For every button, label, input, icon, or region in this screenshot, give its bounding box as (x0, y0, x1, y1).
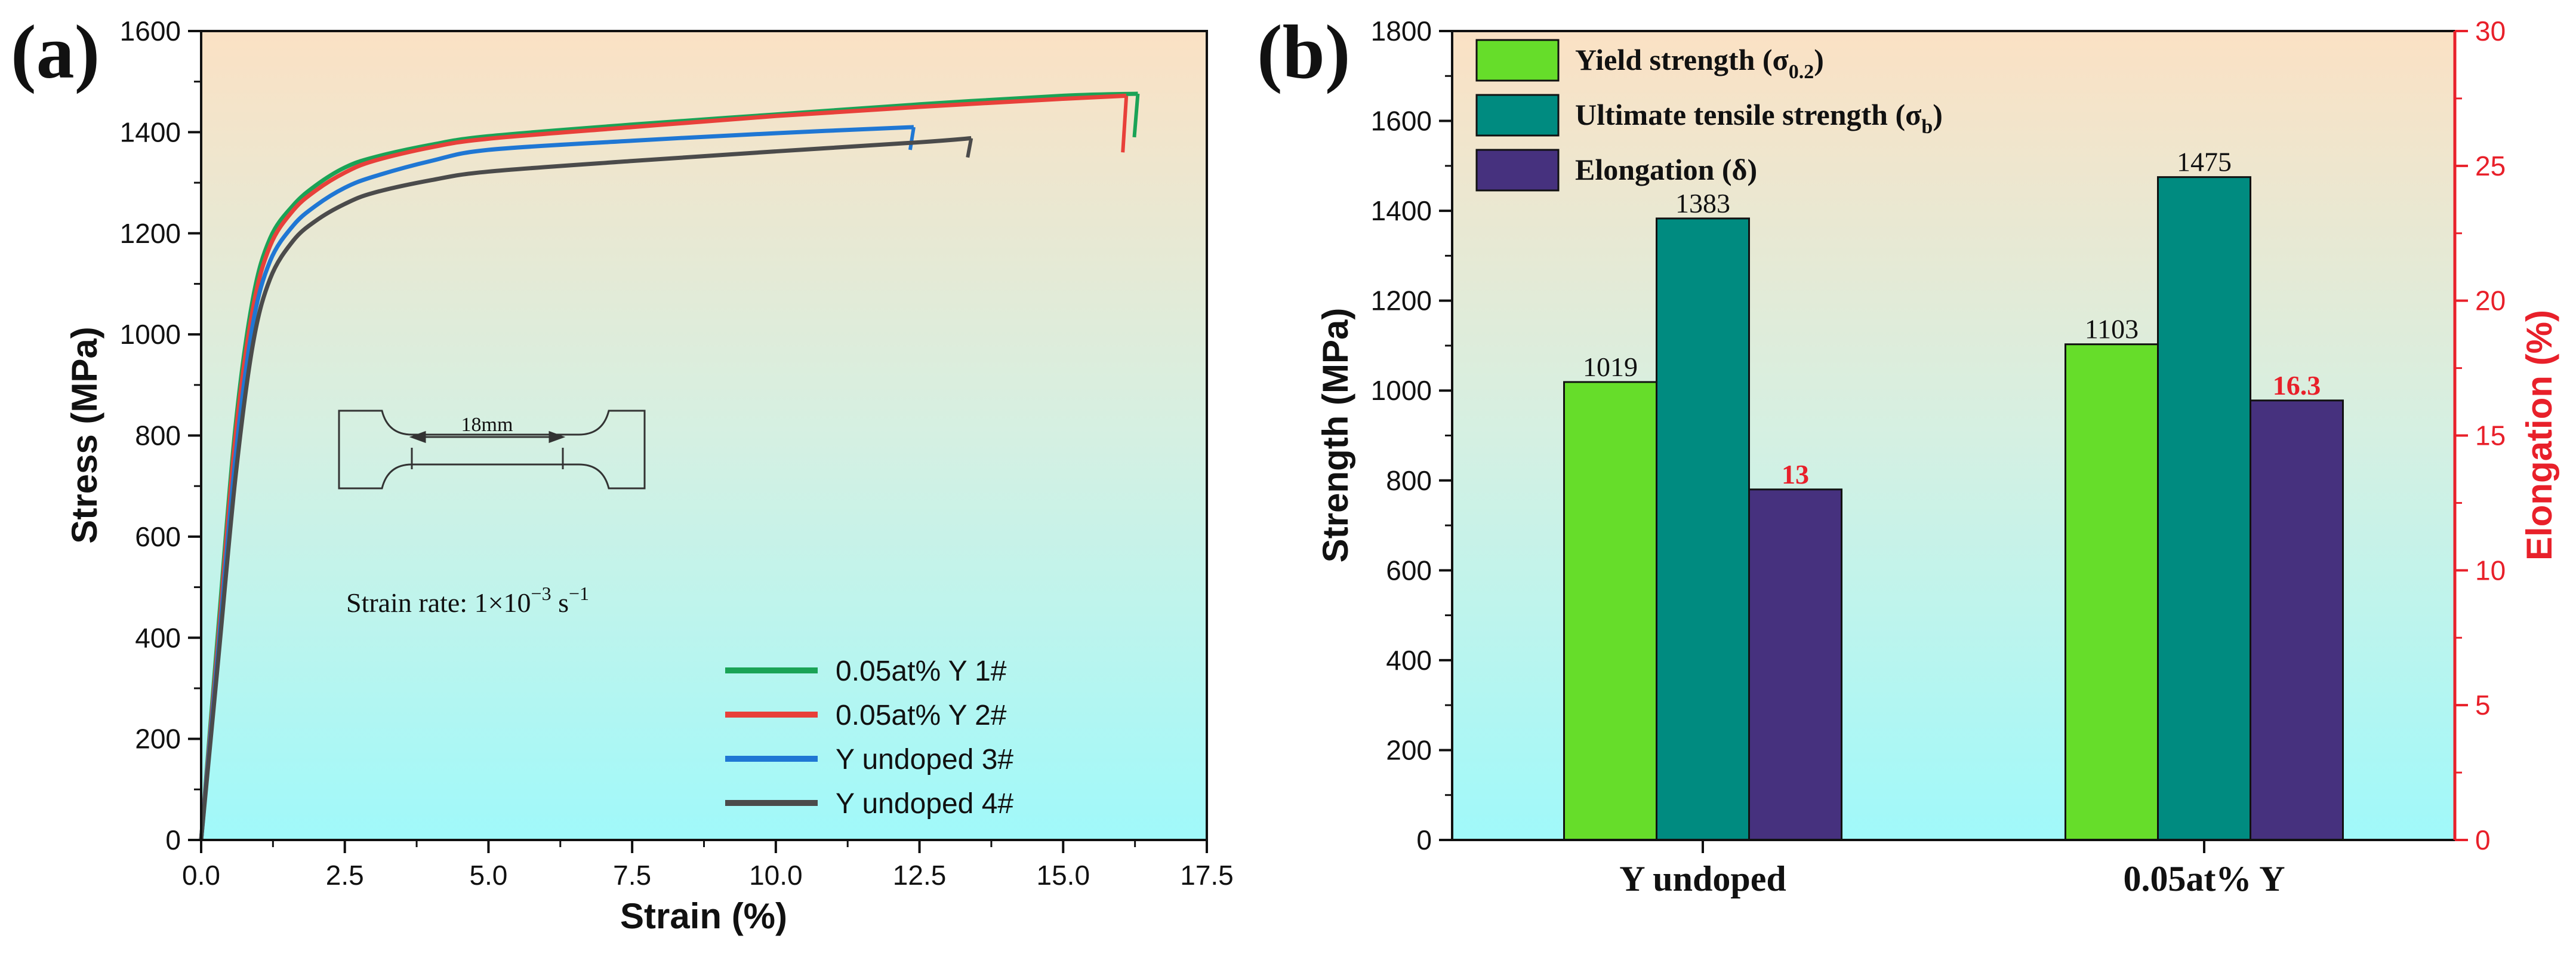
bar (1748, 488, 1842, 841)
y2-tick-label: 5 (2475, 690, 2491, 721)
bar-value-label: 1383 (1675, 188, 1730, 219)
y2-tick-label: 10 (2475, 555, 2506, 586)
legend-label: Yield strength (σ0.2) (1575, 43, 1824, 83)
legend-b: Yield strength (σ0.2) Ultimate tensile st… (1475, 39, 1943, 192)
x-tick-label: 15.0 (1037, 860, 1090, 891)
y-tick-label: 400 (1386, 645, 1432, 676)
y-tick-label: 200 (1386, 734, 1432, 765)
y-axis-title-a: Stress (MPa) (64, 327, 104, 543)
y-tick-label: 600 (135, 521, 181, 552)
category-label: Y undoped (1619, 859, 1786, 898)
y-tick-label: 1000 (1371, 375, 1432, 406)
y2-tick-label: 20 (2475, 285, 2506, 316)
gauge-length-label: 18mm (461, 414, 513, 436)
y-tick-label: 200 (135, 724, 181, 755)
x-tick-label: 10.0 (749, 860, 803, 891)
series-fracture-3 (908, 127, 916, 150)
series-line-4 (199, 136, 972, 841)
bar (2250, 399, 2344, 841)
series-fracture-1 (1132, 93, 1140, 138)
legend-swatch (1475, 94, 1560, 137)
stress-strain-chart: (a) 0.0 2.5 5.0 7.5 10.0 12.5 15.0 17.5 0 200 400 6… (11, 10, 1234, 936)
series-fracture-2 (1121, 96, 1129, 153)
series-fracture-4 (966, 137, 973, 158)
legend-label: Y undoped 4# (836, 788, 1013, 820)
y-tick-label: 1200 (120, 218, 181, 249)
legend-label: 0.05at% Y 2# (836, 700, 1007, 731)
y2-tick-label: 30 (2475, 16, 2506, 47)
category-label: 0.05at% Y (2123, 859, 2285, 898)
bar-value-label: 1103 (2085, 314, 2139, 344)
x-axis-title-a: Strain (%) (620, 896, 787, 936)
y-tick-label: 600 (1386, 555, 1432, 586)
y-tick-label: 1800 (1371, 16, 1432, 47)
y-tick-label: 1600 (1371, 106, 1432, 137)
y-axis-title-b: Strength (MPa) (1315, 308, 1355, 563)
bar (2065, 343, 2159, 841)
bar (1656, 217, 1750, 841)
y2-tick-label: 0 (2475, 824, 2491, 855)
panel-b-label: (b) (1257, 10, 1350, 94)
y-tick-label: 1600 (120, 16, 181, 47)
legend-label: Ultimate tensile strength (σb) (1575, 98, 1943, 138)
y-tick-label: 800 (135, 420, 181, 451)
x-tick-label: 0.0 (182, 860, 220, 891)
y-tick-label: 1400 (1371, 195, 1432, 226)
bar-value-label: 1019 (1583, 352, 1638, 382)
x-tick-label: 12.5 (893, 860, 947, 891)
y-tick-label: 0 (165, 824, 181, 855)
panel-a-label: (a) (11, 10, 100, 94)
y2-axis-title-b: Elongation (%) (2519, 310, 2559, 561)
legend-swatch (1475, 149, 1560, 192)
y-tick-label: 1400 (120, 116, 181, 147)
legend-label: Elongation (δ) (1575, 153, 1757, 186)
bar (1563, 381, 1657, 841)
bar-value-label: 16.3 (2273, 370, 2321, 401)
y-tick-label: 800 (1386, 465, 1432, 496)
y2-tick-label: 25 (2475, 150, 2506, 181)
bar (2157, 176, 2251, 841)
x-tick-label: 2.5 (326, 860, 364, 891)
y-tick-label: 0 (1416, 824, 1432, 855)
legend-label: 0.05at% Y 1# (836, 656, 1007, 687)
x-tick-label: 17.5 (1180, 860, 1234, 891)
y-tick-label: 1000 (120, 319, 181, 350)
x-tick-label: 7.5 (613, 860, 651, 891)
plot-area-a (201, 31, 1207, 840)
x-tick-label: 5.0 (469, 860, 507, 891)
specimen-diagram (338, 410, 646, 490)
bar-value-label: 13 (1782, 459, 1809, 490)
strain-rate-annotation: Strain rate: 1×10−3 s−1 (346, 583, 589, 618)
legend-a: 0.05at% Y 1# 0.05at% Y 2# Y undoped 3# Y un… (725, 656, 1013, 820)
legend-label: Y undoped 3# (836, 744, 1013, 775)
y2-tick-label: 15 (2475, 420, 2506, 451)
legend-swatch (1475, 39, 1560, 82)
y-tick-label: 400 (135, 622, 181, 653)
y-tick-label: 1200 (1371, 285, 1432, 316)
bar-value-label: 1475 (2177, 147, 2232, 177)
